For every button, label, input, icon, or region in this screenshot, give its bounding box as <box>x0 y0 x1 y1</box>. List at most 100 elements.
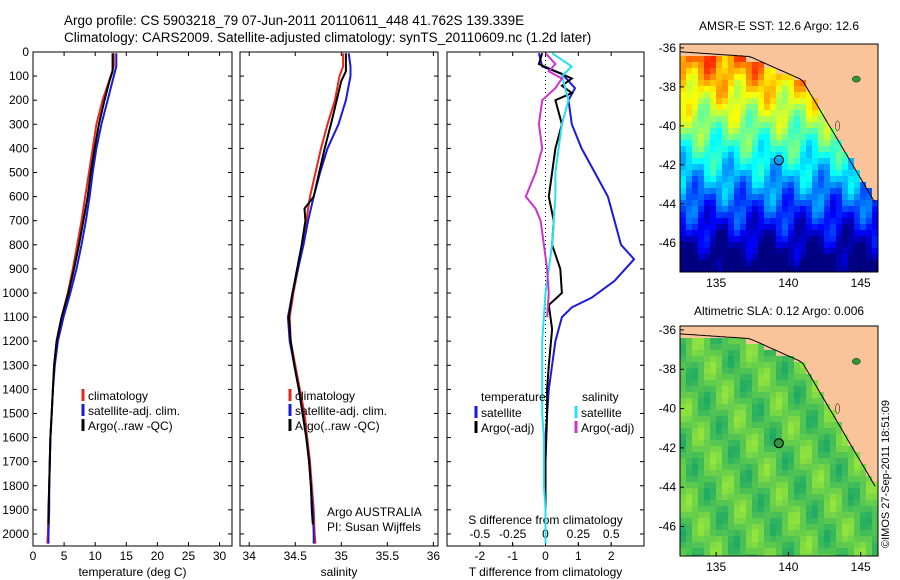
map-cell <box>800 482 806 488</box>
map-cell <box>752 104 758 110</box>
map-cell <box>680 128 686 134</box>
map-cell <box>836 506 842 512</box>
series-line-satellite <box>541 52 574 544</box>
map-cell <box>758 116 764 122</box>
map-cell <box>794 50 800 56</box>
map-cell <box>848 368 854 374</box>
map-cell <box>776 422 782 428</box>
map-cell <box>698 242 704 248</box>
map-cell <box>704 392 710 398</box>
map-cell <box>824 326 830 332</box>
map-cell <box>704 200 710 206</box>
map-cell <box>722 344 728 350</box>
map-cell <box>704 548 710 554</box>
map-cell <box>854 464 860 470</box>
coastline <box>679 333 876 487</box>
map-cell <box>806 368 812 374</box>
map-cell <box>830 254 836 260</box>
map-cell <box>794 530 800 536</box>
map-cell <box>716 176 722 182</box>
map-cell <box>716 188 722 194</box>
map-cell <box>830 170 836 176</box>
map-cell <box>746 86 752 92</box>
map-cell <box>764 116 770 122</box>
map-cell <box>770 548 776 554</box>
map-cell <box>770 116 776 122</box>
map-cell <box>866 326 872 332</box>
map-cell <box>710 542 716 548</box>
map-cell <box>740 494 746 500</box>
map-cell <box>836 512 842 518</box>
map-cell <box>800 428 806 434</box>
map-cell <box>704 74 710 80</box>
map-cell <box>836 476 842 482</box>
map-cell <box>848 404 854 410</box>
map-cell <box>722 50 728 56</box>
map-cell <box>830 338 836 344</box>
map-cell <box>788 494 794 500</box>
map-cell <box>710 386 716 392</box>
map-cell <box>710 140 716 146</box>
map-cell <box>866 62 872 68</box>
map-cell <box>830 488 836 494</box>
map-cell <box>722 392 728 398</box>
map-cell <box>836 488 842 494</box>
map-cell <box>830 68 836 74</box>
map-cell <box>728 380 734 386</box>
map-cell <box>710 194 716 200</box>
map-cell <box>698 68 704 74</box>
map-cell <box>872 524 878 530</box>
map-cell <box>734 476 740 482</box>
map-cell <box>716 392 722 398</box>
map-y-tick-label: -44 <box>659 480 677 494</box>
map-cell <box>776 530 782 536</box>
map-cell <box>722 140 728 146</box>
map-cell <box>800 122 806 128</box>
map-cell <box>830 476 836 482</box>
map-cell <box>818 50 824 56</box>
map-cell <box>794 446 800 452</box>
map-cell <box>752 506 758 512</box>
map-cell <box>836 152 842 158</box>
map-cell <box>728 176 734 182</box>
map-cell <box>794 500 800 506</box>
map-cell <box>686 416 692 422</box>
map-cell <box>692 344 698 350</box>
map-cell <box>794 542 800 548</box>
map-cell <box>698 368 704 374</box>
map-cell <box>818 254 824 260</box>
map-cell <box>842 218 848 224</box>
map-cell <box>722 224 728 230</box>
map-cell <box>692 128 698 134</box>
map-cell <box>830 224 836 230</box>
map-cell <box>836 110 842 116</box>
map-cell <box>734 482 740 488</box>
map-cell <box>818 242 824 248</box>
map-cell <box>704 62 710 68</box>
map-cell <box>788 524 794 530</box>
y-tick-label: 1100 <box>3 310 29 324</box>
map-cell <box>710 524 716 530</box>
map-cell <box>842 86 848 92</box>
x-tick-label: 34.5 <box>284 549 308 563</box>
map-cell <box>722 416 728 422</box>
map-cell <box>830 92 836 98</box>
map-cell <box>722 536 728 542</box>
map-cell <box>812 518 818 524</box>
map-cell <box>764 86 770 92</box>
map-cell <box>842 494 848 500</box>
map-cell <box>770 134 776 140</box>
map-cell <box>800 524 806 530</box>
map-cell <box>782 326 788 332</box>
map-cell <box>806 146 812 152</box>
map-cell <box>698 230 704 236</box>
map-cell <box>752 398 758 404</box>
map-cell <box>758 146 764 152</box>
map-cell <box>734 356 740 362</box>
map-cell <box>848 140 854 146</box>
map-cell <box>812 122 818 128</box>
map-cell <box>866 464 872 470</box>
map-cell <box>866 386 872 392</box>
map-cell <box>794 188 800 194</box>
map-cell <box>770 158 776 164</box>
